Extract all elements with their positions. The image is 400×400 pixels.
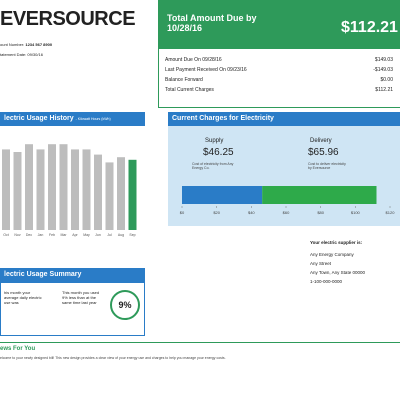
summary-right: This month you used 9% less than at the … [62, 290, 100, 305]
charges-panel [168, 126, 400, 226]
x-tick-label: $120 [386, 210, 396, 215]
summary-box [0, 282, 145, 336]
supply-amount: $46.25 [203, 147, 234, 158]
supply-note: Cost of electricity from Any Energy Co. [192, 162, 234, 170]
value: 1234 567 8900 [25, 42, 53, 47]
news-text: elcome to your newly designed bill! This… [0, 356, 226, 360]
x-tick-label: $20 [213, 210, 220, 215]
delivery-bar [262, 186, 377, 204]
x-tick-label: $100 [351, 210, 361, 215]
month-label: Feb [49, 233, 55, 237]
supplier-line: Any Energy Company [310, 252, 354, 257]
month-label: May [83, 233, 90, 237]
supplier-line: Any Street [310, 261, 332, 266]
month-label: Mar [60, 233, 67, 237]
delivery-note: Cost to deliver electricity by Eversourc… [308, 162, 346, 170]
summary-left: his month your average daily electric us… [4, 290, 42, 305]
section-header: lectric Usage Summary [0, 268, 145, 282]
value: 09/30/16 [27, 52, 43, 57]
section-header: lectric Usage History - Kilowatt Hours (… [0, 112, 145, 126]
usage-bar [71, 149, 79, 230]
month-label: Oct [3, 233, 8, 237]
amount-due-header [159, 1, 400, 49]
row-value: $0.00 [380, 77, 393, 83]
x-tick-label: $40 [248, 210, 255, 215]
usage-bar [94, 154, 102, 230]
account-line: ount Number: 1234 567 8900 [0, 42, 52, 47]
section-header: Current Charges for Electricity [168, 112, 400, 126]
usage-bar [25, 144, 33, 230]
supply-bar [182, 186, 263, 204]
usage-bar [2, 149, 10, 230]
month-label: Sep [129, 233, 135, 237]
row-label: Total Current Charges [165, 87, 214, 93]
month-label: Aug [118, 233, 124, 237]
month-label: Jun [95, 233, 101, 237]
amount-total: $112.21 [341, 19, 398, 36]
usage-bar [48, 144, 56, 230]
row-label: Balance Forward [165, 77, 203, 83]
amount-due-box: Total Amount Due by 10/28/16 $112.21 Amo… [158, 0, 400, 108]
x-tick-label: $80 [317, 210, 324, 215]
month-label: Apr [72, 233, 78, 237]
charges-bar-chart: $0 $20 $40 $60 $80 $100 $120 [180, 186, 396, 215]
label: ount Number: [0, 42, 25, 47]
amount-title: Total Amount Due by 10/28/16 [167, 13, 257, 33]
row-label: Amount Due On 09/28/16 [165, 57, 222, 63]
month-label: Jan [38, 233, 44, 237]
statement-line: tatement Date: 09/30/16 [0, 52, 43, 57]
supplier-title: Your electric supplier is: [310, 240, 363, 245]
usage-bar [128, 159, 137, 230]
usage-bar [117, 157, 125, 230]
delivery-amount: $65.96 [308, 147, 339, 158]
usage-chart: Oct Nov Dec Jan Feb Mar Apr May Jun Jul Aug Sep [2, 144, 137, 237]
divider [0, 342, 400, 343]
usage-bar [105, 162, 114, 230]
row-value: -$149.03 [373, 67, 393, 73]
usage-bar [82, 149, 91, 230]
month-label: Jul [107, 233, 112, 237]
subtitle: - Kilowatt Hours (kWh) [75, 117, 111, 121]
delivery-label: Delivery [310, 138, 332, 144]
logo: EVERSOURCE [0, 8, 136, 30]
month-label: Dec [26, 233, 32, 237]
row-value: $149.03 [374, 57, 393, 63]
title: lectric Usage History [4, 115, 74, 122]
label: tatement Date: [0, 52, 27, 57]
usage-bar [59, 144, 68, 230]
month-label: Nov [14, 233, 20, 237]
row-value: $112.21 [375, 87, 393, 93]
x-tick-label: $60 [283, 210, 290, 215]
usage-bar [13, 152, 22, 230]
supplier-line: Any Town, Any State 00000 [310, 270, 365, 275]
supplier-line: 1-100-000-0000 [310, 279, 343, 284]
row-label: Last Payment Received On 09/23/16 [165, 67, 247, 73]
supply-label: Supply [205, 138, 224, 144]
x-tick-label: $0 [180, 210, 185, 215]
summary-badge: 9% [110, 290, 140, 320]
usage-bar [36, 149, 45, 230]
news-title: ews For You [0, 346, 36, 352]
